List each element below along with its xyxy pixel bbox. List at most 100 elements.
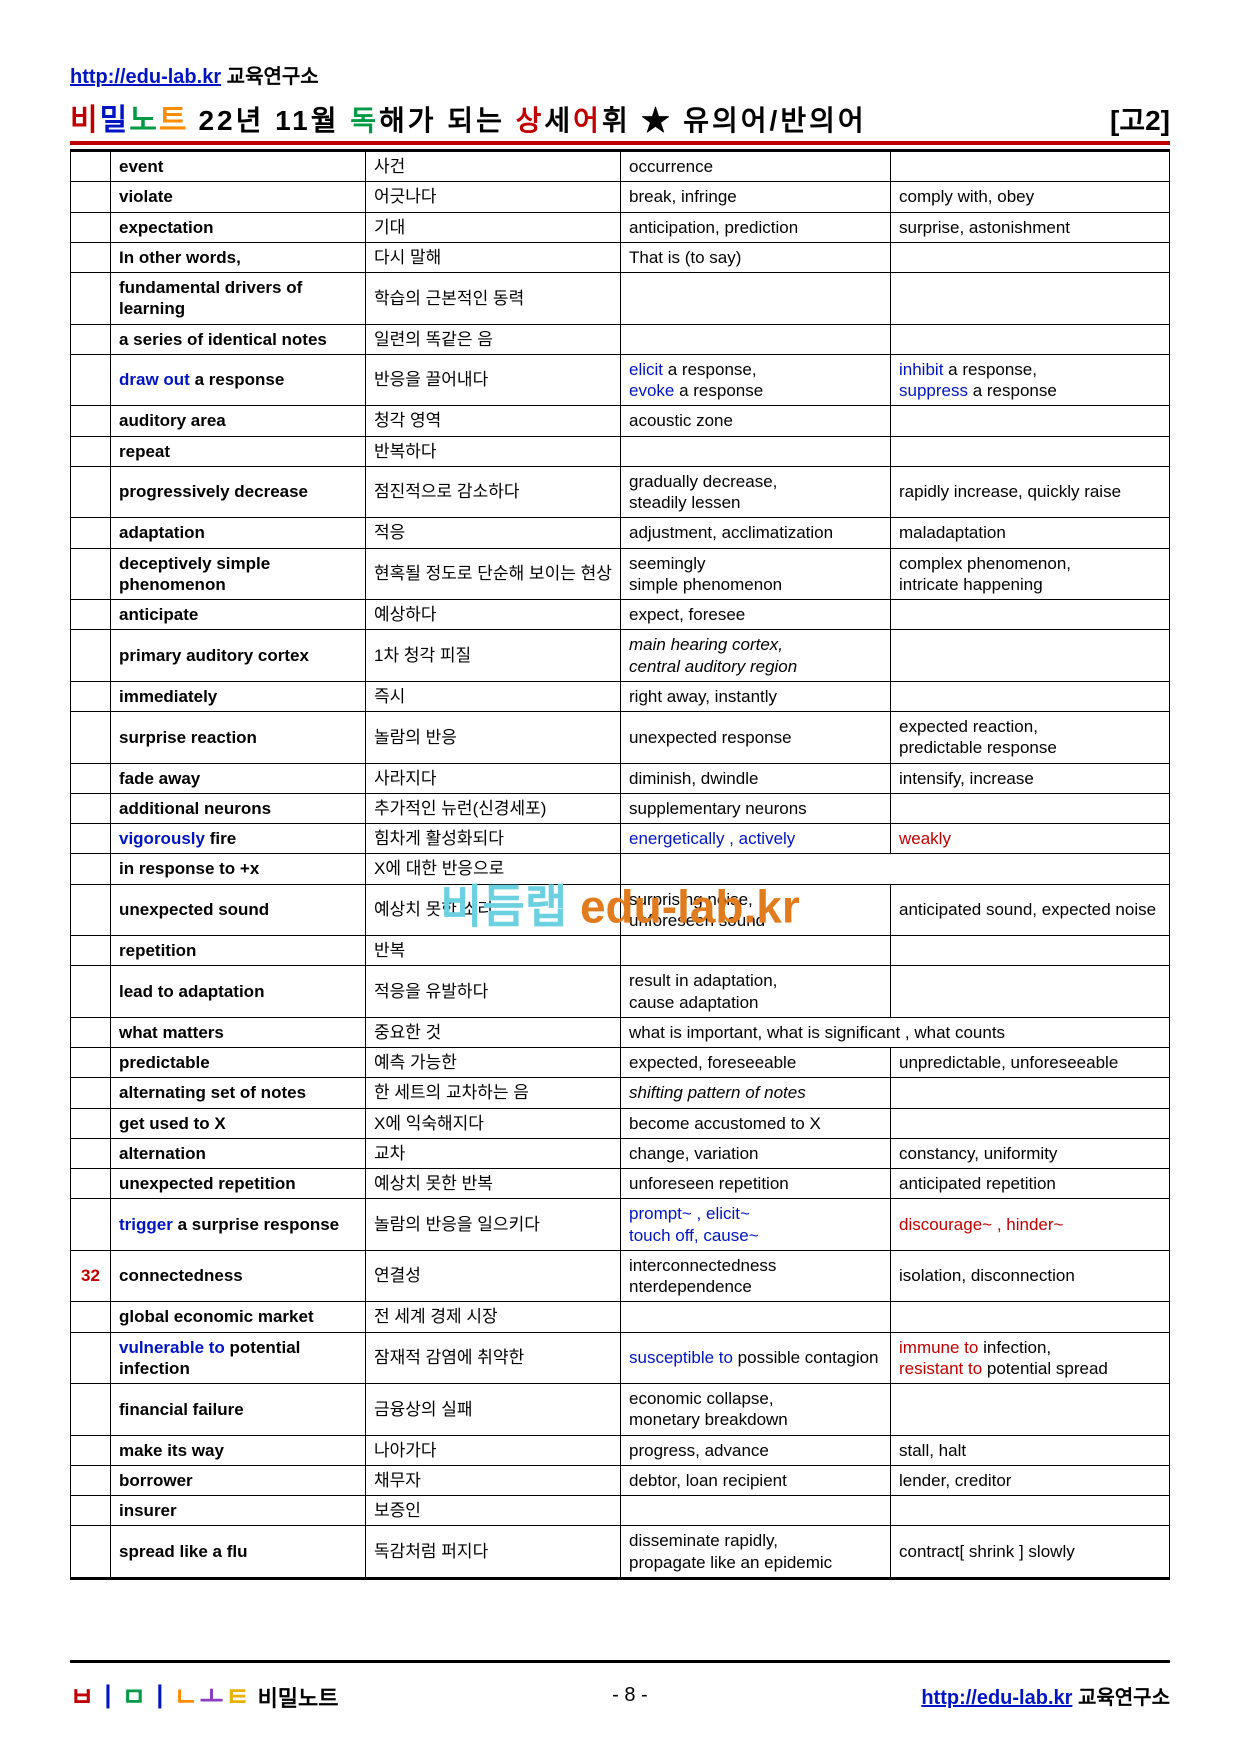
- meaning-cell: 예상치 못한 반복: [366, 1169, 621, 1199]
- footer-site-ko: 교육연구소: [1072, 1687, 1170, 1709]
- synonym-cell: debtor, loan recipient: [621, 1465, 891, 1495]
- antonym-cell: weakly: [891, 824, 1170, 854]
- synonym-cell: [621, 936, 891, 966]
- table-row: repetition반복: [71, 936, 1170, 966]
- meaning-cell: 교차: [366, 1138, 621, 1168]
- antonym-cell: comply with, obey: [891, 182, 1170, 212]
- meaning-cell: 나아가다: [366, 1435, 621, 1465]
- word-cell: expectation: [111, 212, 366, 242]
- meaning-cell: 힘차게 활성화되다: [366, 824, 621, 854]
- meaning-cell: 사라지다: [366, 763, 621, 793]
- word-cell: what matters: [111, 1017, 366, 1047]
- table-row: spread like a flu독감처럼 퍼지다disseminate rap…: [71, 1526, 1170, 1579]
- word-cell: anticipate: [111, 600, 366, 630]
- table-row: additional neurons추가적인 뉴런(신경세포)supplemen…: [71, 793, 1170, 823]
- word-cell: fundamental drivers of learning: [111, 273, 366, 325]
- table-row: unexpected sound예상치 못한 소리surprising nois…: [71, 884, 1170, 936]
- synonym-cell: elicit a response,evoke a response: [621, 354, 891, 406]
- meaning-cell: X에 대한 반응으로: [366, 854, 621, 884]
- word-cell: event: [111, 151, 366, 182]
- row-number: [71, 1496, 111, 1526]
- word-cell: surprise reaction: [111, 712, 366, 764]
- synonym-cell: what is important, what is significant ,…: [621, 1017, 1170, 1047]
- row-number: [71, 466, 111, 518]
- table-row: unexpected repetition예상치 못한 반복unforeseen…: [71, 1169, 1170, 1199]
- meaning-cell: 놀람의 반응을 일으키다: [366, 1199, 621, 1251]
- footer-url[interactable]: http://edu-lab.kr: [921, 1687, 1072, 1709]
- synonym-cell: [621, 436, 891, 466]
- synonym-cell: anticipation, prediction: [621, 212, 891, 242]
- antonym-cell: [891, 1302, 1170, 1332]
- antonym-cell: discourage~ , hinder~: [891, 1199, 1170, 1251]
- table-row: insurer보증인: [71, 1496, 1170, 1526]
- meaning-cell: 일련의 똑같은 음: [366, 324, 621, 354]
- footer: ㅂㅣㅁㅣㄴㅗㅌ 비밀노트 - 8 - http://edu-lab.kr 교육연…: [70, 1660, 1170, 1714]
- antonym-cell: [891, 966, 1170, 1018]
- synonym-cell: diminish, dwindle: [621, 763, 891, 793]
- word-cell: deceptively simple phenomenon: [111, 548, 366, 600]
- row-number: [71, 1138, 111, 1168]
- antonym-cell: [891, 242, 1170, 272]
- row-number: [71, 793, 111, 823]
- antonym-cell: isolation, disconnection: [891, 1250, 1170, 1302]
- row-number: [71, 763, 111, 793]
- table-row: expectation기대anticipation, predictionsur…: [71, 212, 1170, 242]
- row-number: [71, 436, 111, 466]
- antonym-cell: maladaptation: [891, 518, 1170, 548]
- antonym-cell: anticipated repetition: [891, 1169, 1170, 1199]
- antonym-cell: lender, creditor: [891, 1465, 1170, 1495]
- table-row: fade away사라지다diminish, dwindleintensify,…: [71, 763, 1170, 793]
- logo: 비밀노트: [70, 95, 188, 139]
- word-cell: vigorously fire: [111, 824, 366, 854]
- antonym-cell: contract[ shrink ] slowly: [891, 1526, 1170, 1579]
- antonym-cell: [891, 1496, 1170, 1526]
- meaning-cell: 놀람의 반응: [366, 712, 621, 764]
- meaning-cell: 기대: [366, 212, 621, 242]
- antonym-cell: [891, 600, 1170, 630]
- antonym-cell: [891, 1384, 1170, 1436]
- meaning-cell: 다시 말해: [366, 242, 621, 272]
- meaning-cell: 점진적으로 감소하다: [366, 466, 621, 518]
- row-number: [71, 1384, 111, 1436]
- row-number: [71, 1526, 111, 1579]
- word-cell: adaptation: [111, 518, 366, 548]
- table-row: immediately즉시right away, instantly: [71, 681, 1170, 711]
- meaning-cell: 반응을 끌어내다: [366, 354, 621, 406]
- meaning-cell: 예상치 못한 소리: [366, 884, 621, 936]
- row-number: [71, 1302, 111, 1332]
- footer-logo-word: 비밀노트: [251, 1686, 338, 1711]
- word-cell: repetition: [111, 936, 366, 966]
- table-row: alternation교차change, variationconstancy,…: [71, 1138, 1170, 1168]
- row-number: [71, 854, 111, 884]
- word-cell: make its way: [111, 1435, 366, 1465]
- table-row: vigorously fire힘차게 활성화되다energetically , …: [71, 824, 1170, 854]
- word-cell: borrower: [111, 1465, 366, 1495]
- header-url[interactable]: http://edu-lab.kr: [70, 66, 221, 88]
- row-number: [71, 936, 111, 966]
- table-row: financial failure금융상의 실패economic collaps…: [71, 1384, 1170, 1436]
- synonym-cell: surprising noise,unforeseen sound: [621, 884, 891, 936]
- word-cell: unexpected sound: [111, 884, 366, 936]
- synonym-cell: [621, 324, 891, 354]
- table-row: fundamental drivers of learning학습의 근본적인 …: [71, 273, 1170, 325]
- table-row: trigger a surprise response놀람의 반응을 일으키다p…: [71, 1199, 1170, 1251]
- row-number: [71, 151, 111, 182]
- antonym-cell: [891, 1078, 1170, 1108]
- table-row: violate어긋나다break, infringecomply with, o…: [71, 182, 1170, 212]
- table-row: make its way나아가다progress, advancestall, …: [71, 1435, 1170, 1465]
- word-cell: global economic market: [111, 1302, 366, 1332]
- meaning-cell: 반복하다: [366, 436, 621, 466]
- word-cell: lead to adaptation: [111, 966, 366, 1018]
- row-number: [71, 1169, 111, 1199]
- row-number: [71, 1048, 111, 1078]
- word-cell: repeat: [111, 436, 366, 466]
- row-number: [71, 1108, 111, 1138]
- synonym-cell: shifting pattern of notes: [621, 1078, 891, 1108]
- footer-logo: ㅂㅣㅁㅣㄴㅗㅌ 비밀노트: [70, 1677, 339, 1714]
- row-number: [71, 681, 111, 711]
- antonym-cell: [891, 681, 1170, 711]
- row-number: [71, 966, 111, 1018]
- meaning-cell: 추가적인 뉴런(신경세포): [366, 793, 621, 823]
- word-cell: violate: [111, 182, 366, 212]
- table-row: auditory area청각 영역acoustic zone: [71, 406, 1170, 436]
